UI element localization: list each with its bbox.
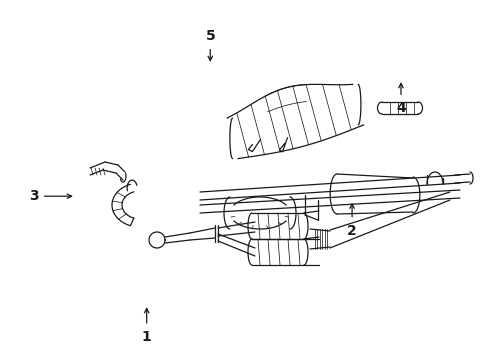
Text: 3: 3 xyxy=(29,189,39,203)
Text: 2: 2 xyxy=(346,224,356,238)
Text: 1: 1 xyxy=(142,330,151,344)
Text: 4: 4 xyxy=(395,101,405,115)
Text: 5: 5 xyxy=(205,29,215,43)
